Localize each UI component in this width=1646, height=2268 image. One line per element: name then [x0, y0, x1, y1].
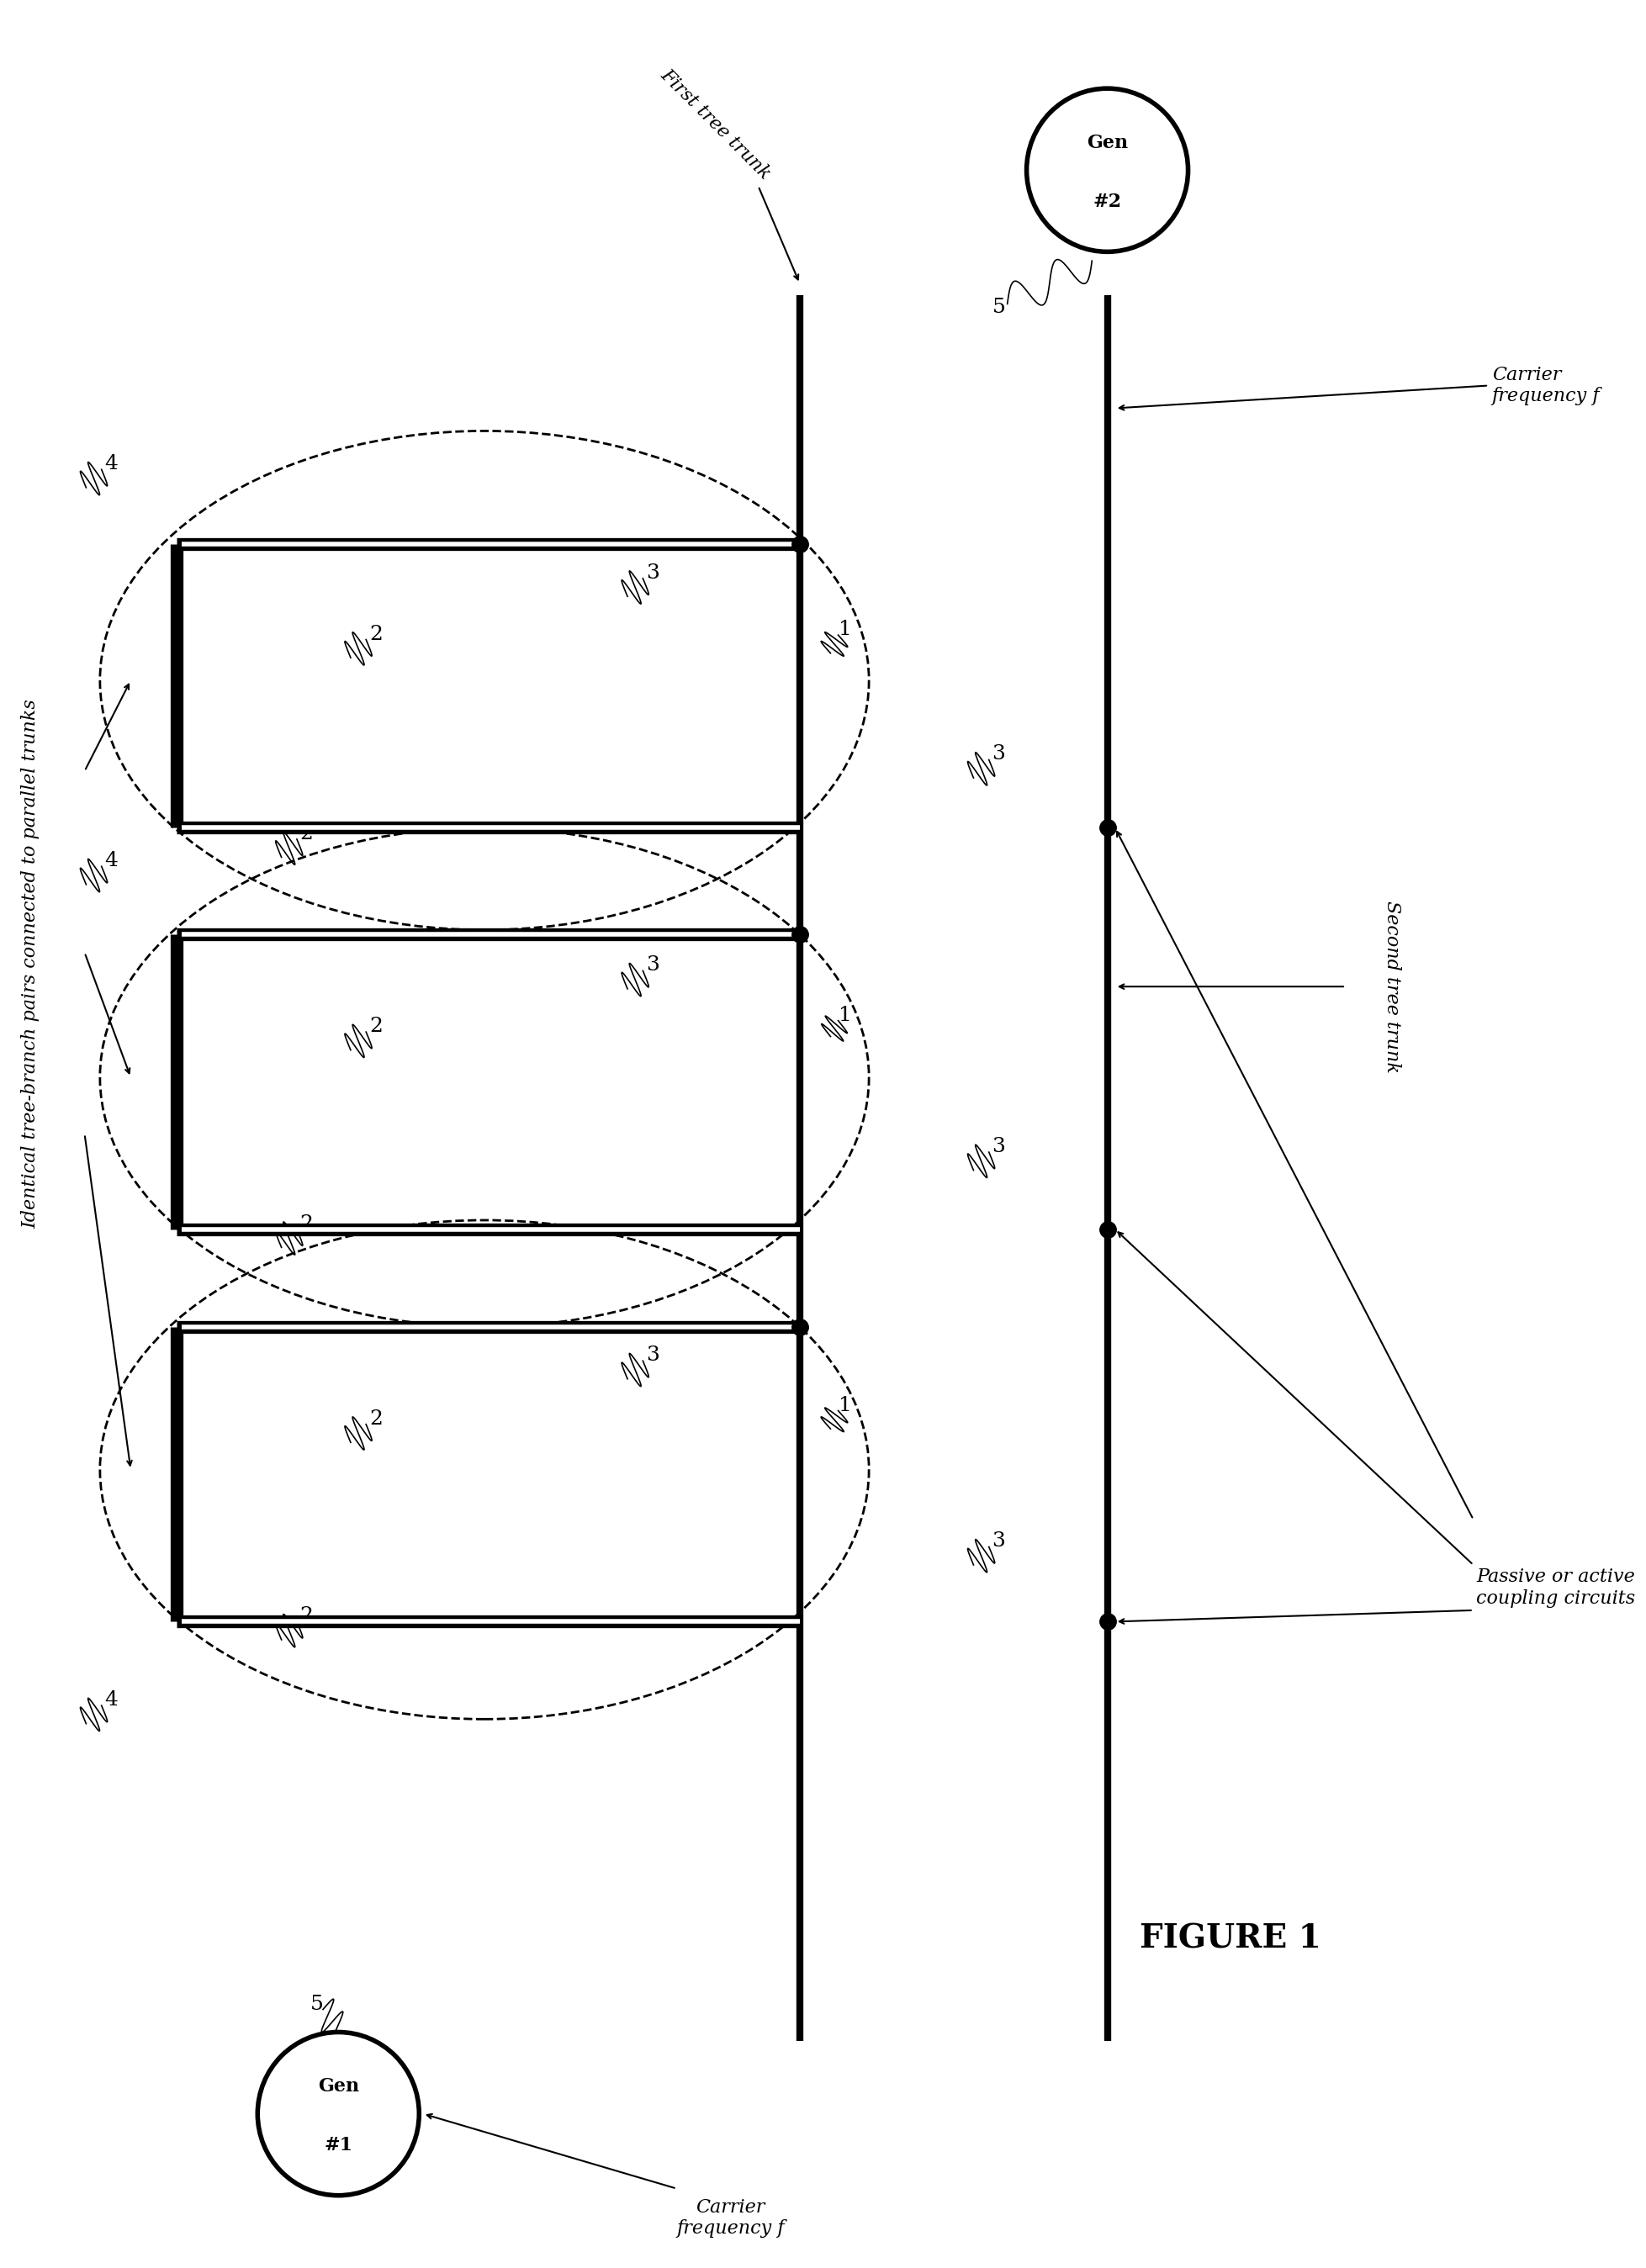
Text: 1: 1: [838, 1005, 851, 1025]
Text: Identical tree-branch pairs connected to parallel trunks: Identical tree-branch pairs connected to…: [21, 699, 40, 1229]
Text: 4: 4: [105, 850, 119, 871]
Text: 3: 3: [645, 562, 660, 583]
Text: First tree trunk: First tree trunk: [657, 66, 774, 184]
Text: 3: 3: [993, 1136, 1006, 1157]
Text: 2: 2: [369, 1016, 382, 1036]
Ellipse shape: [1027, 88, 1188, 252]
Text: 3: 3: [645, 955, 660, 975]
Text: 3: 3: [645, 1345, 660, 1365]
Text: 5: 5: [311, 1994, 324, 2014]
Text: 2: 2: [300, 823, 313, 844]
Text: Second tree trunk: Second tree trunk: [1383, 900, 1401, 1073]
Text: 4: 4: [105, 1690, 119, 1710]
Text: Gen: Gen: [318, 2077, 359, 2096]
Text: #1: #1: [324, 2136, 352, 2155]
Text: Passive or active
coupling circuits: Passive or active coupling circuits: [1476, 1567, 1636, 1608]
Text: #2: #2: [1093, 193, 1121, 211]
Text: 3: 3: [993, 744, 1006, 764]
Text: 2: 2: [300, 1213, 313, 1234]
Text: 1: 1: [838, 1395, 851, 1415]
Text: Gen: Gen: [1086, 134, 1128, 152]
Text: Carrier
frequency f: Carrier frequency f: [1491, 365, 1600, 406]
Text: 5: 5: [993, 297, 1006, 318]
Text: 1: 1: [838, 619, 851, 640]
Text: 4: 4: [105, 454, 119, 474]
Text: FIGURE 1: FIGURE 1: [1139, 1923, 1322, 1955]
Text: 3: 3: [993, 1531, 1006, 1551]
Text: 2: 2: [369, 624, 382, 644]
Text: 2: 2: [300, 1606, 313, 1626]
Text: Carrier
frequency f: Carrier frequency f: [677, 2198, 785, 2239]
Ellipse shape: [258, 2032, 420, 2195]
Text: 2: 2: [369, 1408, 382, 1429]
